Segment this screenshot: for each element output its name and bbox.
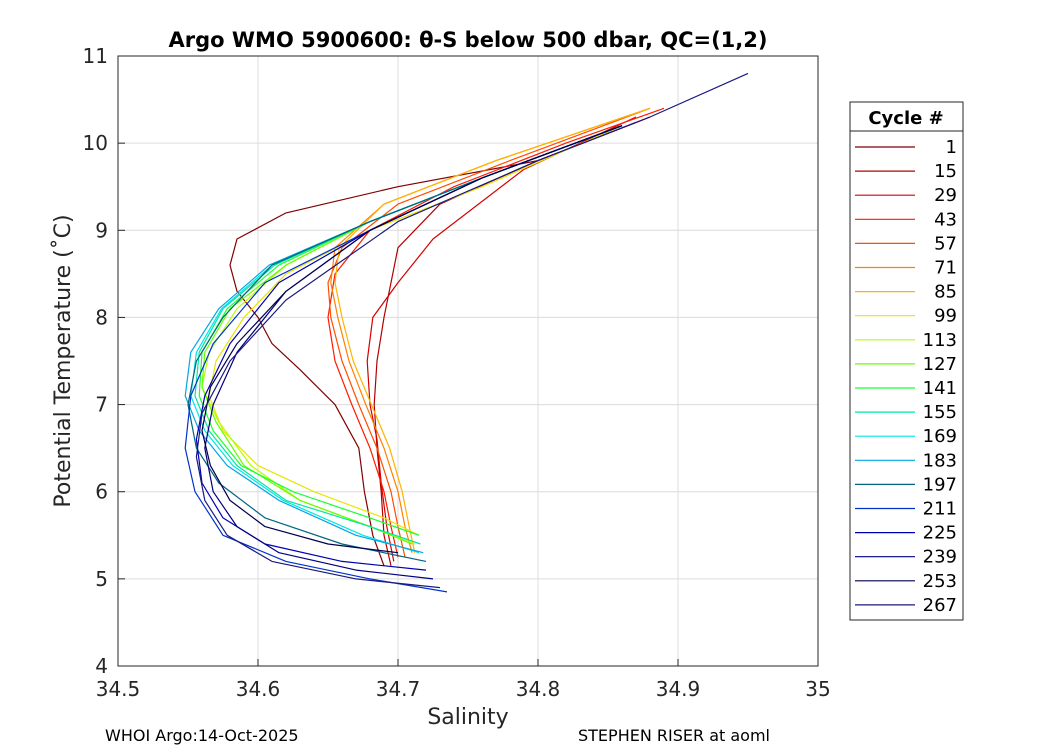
legend-label-cycle-155: 155 [923, 402, 957, 423]
chart-title: Argo WMO 5900600: θ-S below 500 dbar, QC… [169, 28, 768, 52]
series-line-cycle-197 [187, 125, 623, 562]
y-tick-label: 11 [83, 44, 108, 68]
legend-label-cycle-99: 99 [934, 306, 957, 327]
x-tick-label: 34.6 [236, 677, 281, 701]
y-tick-label: 7 [95, 393, 108, 417]
plot-area: 34.5 34.6 34.7 34.8 34.9 35 4 5 6 7 8 9 10 11 [83, 44, 831, 701]
x-tick-label: 34.7 [376, 677, 421, 701]
legend-label-cycle-85: 85 [934, 282, 957, 303]
y-tick-label: 10 [83, 131, 108, 155]
series-line-cycle-253 [201, 125, 623, 554]
legend-label-cycle-113: 113 [923, 330, 957, 351]
series-line-cycle-85 [334, 107, 651, 553]
legend-label-cycle-29: 29 [934, 185, 957, 206]
legend: Cycle # 1 15 29 43 57 71 85 99 113 127 141 155 169 18… [849, 101, 964, 621]
series-line-cycle-99 [208, 125, 623, 536]
legend-box [849, 101, 964, 621]
y-axis-label: Potential Temperature (˚C) [51, 214, 76, 507]
legend-label-cycle-225: 225 [923, 523, 957, 544]
legend-label-cycle-15: 15 [934, 161, 957, 182]
legend-label-cycle-141: 141 [923, 378, 957, 399]
series-line-cycle-43 [327, 107, 665, 558]
legend-label-cycle-127: 127 [923, 354, 957, 375]
legend-label-cycle-57: 57 [934, 233, 957, 254]
footer-right: STEPHEN RISER at aoml [578, 726, 770, 745]
x-tick-label: 34.9 [656, 677, 701, 701]
y-tick-label: 4 [95, 654, 108, 678]
legend-label-cycle-169: 169 [923, 426, 957, 447]
x-tick-label: 34.5 [96, 677, 141, 701]
series-group [184, 72, 749, 593]
x-tick-label: 34.8 [516, 677, 561, 701]
series-line-cycle-57 [327, 107, 651, 558]
legend-label-cycle-43: 43 [934, 209, 957, 230]
legend-label-cycle-239: 239 [923, 547, 957, 568]
legend-items: 1 15 29 43 57 71 85 99 113 127 141 155 169 183 197 211 2… [855, 137, 957, 616]
series-line-cycle-29 [366, 116, 637, 562]
y-tick-label: 5 [95, 567, 108, 591]
legend-label-cycle-1: 1 [946, 137, 957, 158]
x-axis-label: Salinity [427, 705, 508, 730]
series-line-cycle-1 [229, 116, 651, 567]
plot-frame [117, 55, 819, 667]
ticks: 34.5 34.6 34.7 34.8 34.9 35 4 5 6 7 8 9 10 11 [83, 44, 831, 701]
legend-label-cycle-197: 197 [923, 474, 957, 495]
legend-label-cycle-267: 267 [923, 595, 957, 616]
legend-label-cycle-71: 71 [934, 258, 957, 279]
footer-left: WHOI Argo:14-Oct-2025 [105, 726, 299, 745]
x-tick-label: 35 [805, 677, 830, 701]
legend-title: Cycle # [868, 108, 943, 129]
legend-label-cycle-211: 211 [923, 499, 957, 520]
legend-label-cycle-253: 253 [923, 571, 957, 592]
y-tick-label: 6 [95, 480, 108, 504]
y-tick-label: 8 [95, 305, 108, 329]
y-tick-label: 9 [95, 218, 108, 242]
plot-background [118, 56, 818, 666]
series-line-cycle-267 [195, 72, 749, 589]
legend-label-cycle-183: 183 [923, 450, 957, 471]
